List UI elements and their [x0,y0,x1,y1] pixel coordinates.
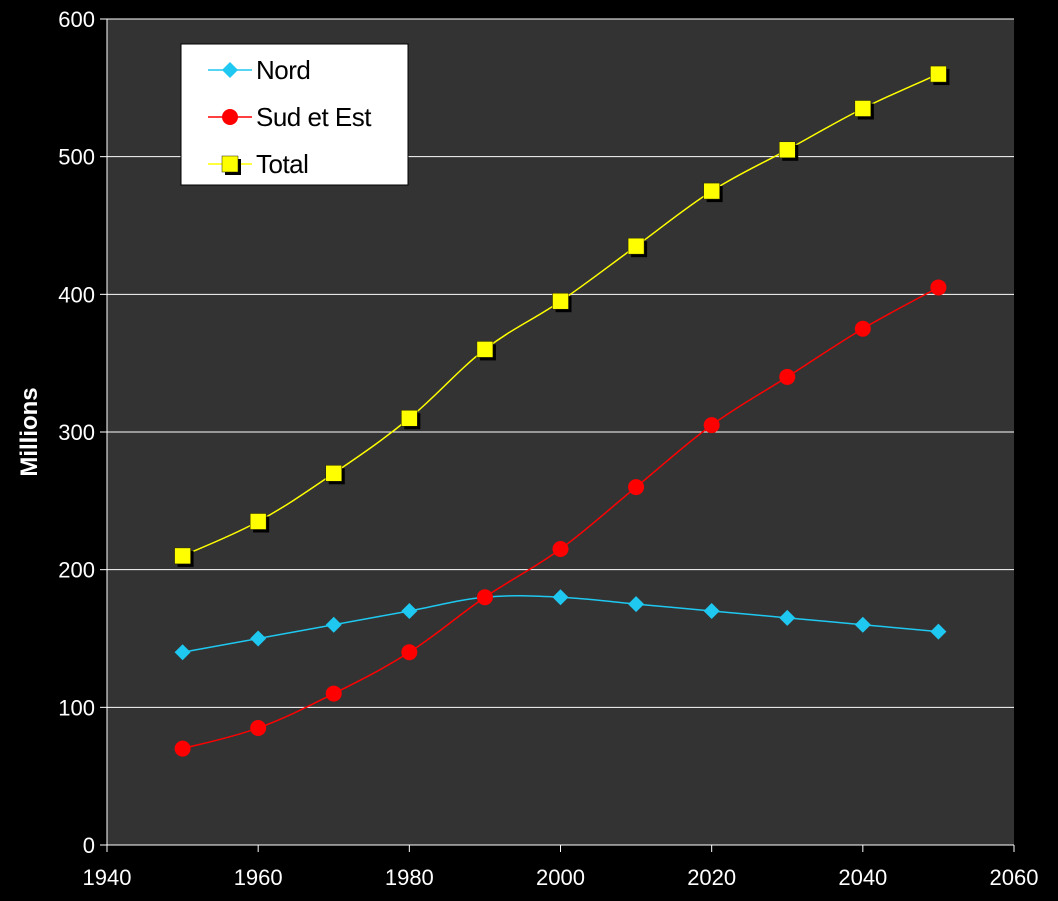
data-point [174,644,191,661]
data-point [325,465,342,482]
data-point [250,630,267,647]
x-tick-label: 1980 [385,865,434,890]
x-tick-label: 1940 [83,865,132,890]
data-point [401,409,418,427]
y-tick-label: 100 [58,695,95,720]
y-tick-label: 500 [58,145,95,170]
series-markers [174,65,950,757]
data-point [779,609,796,626]
x-tick-label: 2000 [536,865,585,890]
data-point [476,589,493,606]
legend-swatch-marker [221,155,239,173]
x-tick-label: 2040 [838,865,887,890]
y-tick-label: 0 [83,833,95,858]
legend-items: Nord Sud et Est Total [208,55,373,179]
data-point [779,368,796,385]
x-tick-label: 2020 [687,865,736,890]
data-point [552,541,569,558]
data-point [854,100,872,117]
x-tick-label: 1960 [234,865,283,890]
legend-swatch-marker [222,62,238,78]
data-point [930,279,947,296]
data-point [930,65,947,83]
legend-label: Nord [256,55,310,85]
data-point [854,616,871,633]
y-tick-label: 200 [58,558,95,583]
legend-label: Sud et Est [256,102,372,132]
data-point [779,141,796,159]
data-point [325,616,342,633]
data-point [930,623,947,640]
legend-label: Total [256,149,308,179]
y-tick-label: 600 [58,7,95,32]
data-point [552,292,569,310]
legend-box [180,43,409,186]
data-point [552,589,569,606]
data-point [627,237,645,255]
data-point [249,513,267,530]
legend: Nord Sud et Est Total [180,43,409,186]
data-point [628,596,645,613]
data-point [401,602,418,619]
x-tick-label: 2060 [990,865,1039,890]
data-point [174,740,191,757]
data-point [703,182,720,200]
legend-swatch-marker [222,109,238,125]
y-tick-label: 400 [58,282,95,307]
data-point [174,547,191,565]
data-point [476,341,494,358]
data-point [628,479,645,496]
axes: 0 100 200 300 400 500 600 1940 1960 1980 2000 2020 2… [58,7,1038,890]
data-point [703,602,720,619]
data-point [703,417,720,434]
y-axis-title: Millions [16,387,43,476]
data-point [250,719,267,736]
data-point [854,320,871,337]
y-tick-label: 300 [58,420,95,445]
data-point [401,644,418,661]
data-point [325,685,342,702]
